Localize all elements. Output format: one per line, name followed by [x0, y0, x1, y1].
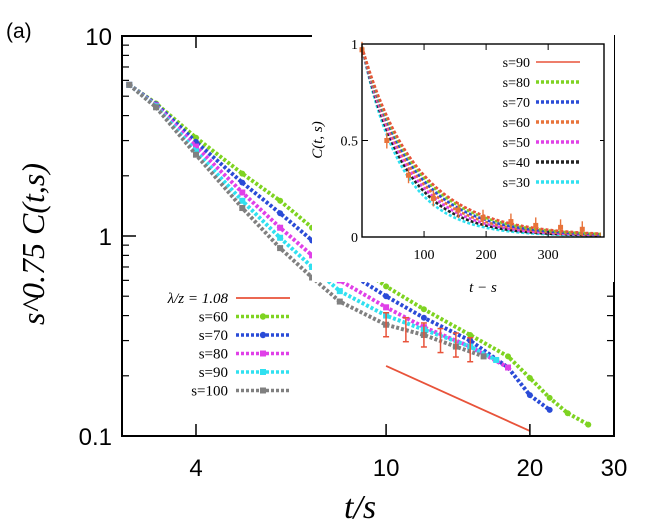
- main-y-tick-label: 10: [85, 24, 112, 51]
- main-x-tick-label: 20: [517, 455, 544, 482]
- inset-series-s-70-line: [360, 46, 601, 236]
- inset-legend-label-s-60: s=60: [503, 116, 530, 131]
- legend-label-reference: λ/z = 1.08: [167, 291, 229, 307]
- inset-x-tick-label: 100: [414, 248, 435, 263]
- inset-error-marker: [455, 207, 461, 213]
- reference-slope-line: [385, 365, 531, 432]
- legend-label-s-70: s=70: [199, 328, 228, 344]
- series-s-60-point: [585, 421, 592, 428]
- inset-x-tick-label: 200: [476, 248, 497, 263]
- main-y-axis-label: s^0.75 C(t,s): [15, 163, 51, 325]
- series-s-70-point: [239, 179, 246, 186]
- inset-legend-label-s-40: s=40: [503, 156, 530, 171]
- series-s-90-point: [493, 356, 500, 363]
- legend-marker-s-60: [259, 313, 267, 320]
- inset-legend-label-s-80: s=80: [503, 76, 530, 91]
- series-s-60-point: [526, 374, 533, 381]
- inset-y-tick-label: 1: [351, 38, 358, 53]
- series-s-60-point: [546, 394, 553, 401]
- inset-x-axis-label: t − s: [469, 280, 497, 296]
- legend-label-s-60: s=60: [199, 310, 228, 326]
- series-s-60-point: [383, 283, 390, 290]
- series-s-100-point: [192, 151, 199, 158]
- inset-x-tick-label: 300: [538, 248, 559, 263]
- series-s-100-point: [480, 353, 487, 360]
- inset-error-marker: [558, 224, 564, 230]
- inset-error-marker: [508, 219, 514, 225]
- inset-series-s-30-line: [360, 46, 601, 237]
- main-x-tick-label: 30: [601, 455, 628, 482]
- inset-error-marker: [480, 215, 486, 221]
- series-s-100-point: [277, 245, 284, 252]
- inset-legend-label-s-30: s=30: [503, 176, 530, 191]
- inset-series-s-50-line: [360, 46, 601, 237]
- legend-marker-s-100: [260, 387, 266, 394]
- series-s-70-point: [526, 392, 533, 399]
- legend-label-s-100: s=100: [191, 384, 228, 400]
- main-x-tick-label: 4: [189, 455, 202, 482]
- legend-marker-s-80: [260, 350, 266, 357]
- inset-legend-label-s-50: s=50: [503, 136, 530, 151]
- series-s-70-point: [546, 406, 553, 413]
- series-s-90-point: [336, 288, 343, 295]
- series-s-100-point: [336, 298, 343, 305]
- inset-error-marker: [579, 226, 585, 232]
- inset-y-tick-label: 0: [351, 231, 358, 246]
- series-s-60-point: [420, 306, 427, 313]
- main-x-axis-label: t/s: [344, 489, 376, 526]
- series-s-90-point: [192, 148, 199, 155]
- series-s-60-point: [564, 410, 571, 417]
- inset-error-marker: [406, 172, 412, 178]
- inset-error-marker: [384, 138, 390, 143]
- series-s-80-point: [239, 189, 246, 196]
- series-s-60-point: [239, 170, 246, 177]
- series-s-80-point: [192, 143, 199, 150]
- inset-legend: s=90 s=80 s=70 s=60 s=50 s=40 s=30: [475, 53, 600, 191]
- series-s-70-point: [420, 314, 427, 321]
- main-y-tick-label: 0.1: [79, 424, 112, 451]
- inset-axis-ticks: 100 200 300 0 0.5 1: [341, 38, 604, 263]
- series-s-80-point: [277, 224, 284, 231]
- inset-chart: 100 200 300 0 0.5 1 t − s C(t, s) s=90 s=80 s=7…: [310, 32, 614, 296]
- series-s-60-point: [467, 331, 474, 338]
- inset-error-marker: [430, 195, 436, 201]
- panel-label: (a): [6, 20, 32, 43]
- series-s-100-point: [239, 205, 246, 212]
- series-s-90-point: [277, 234, 284, 241]
- series-s-60-point: [505, 353, 512, 360]
- main-legend: λ/z = 1.08 s=60 s=70 s=80 s=90 s=100: [167, 291, 290, 400]
- series-s-70-point: [277, 210, 284, 217]
- legend-label-s-90: s=90: [199, 365, 228, 381]
- legend-marker-s-90: [260, 369, 266, 375]
- series-s-90-point: [239, 197, 246, 204]
- inset-error-marker: [533, 222, 539, 228]
- legend-marker-s-70: [259, 331, 267, 339]
- series-s-60-point: [277, 197, 284, 204]
- inset-legend-label-s-70: s=70: [503, 96, 530, 111]
- main-y-tick-label: 1: [99, 224, 112, 251]
- main-x-tick-label: 10: [373, 455, 400, 482]
- series-s-70-point: [383, 293, 390, 300]
- inset-y-axis-label: C(t, s): [310, 121, 326, 159]
- series-s-100-point: [153, 104, 160, 111]
- inset-legend-label-s-90: s=90: [503, 56, 530, 71]
- legend-label-s-80: s=80: [199, 347, 228, 363]
- series-s-80-point: [505, 364, 512, 371]
- inset-y-tick-label: 0.5: [341, 135, 359, 150]
- series-s-100-point: [126, 81, 133, 88]
- series-s-80-point: [383, 304, 390, 311]
